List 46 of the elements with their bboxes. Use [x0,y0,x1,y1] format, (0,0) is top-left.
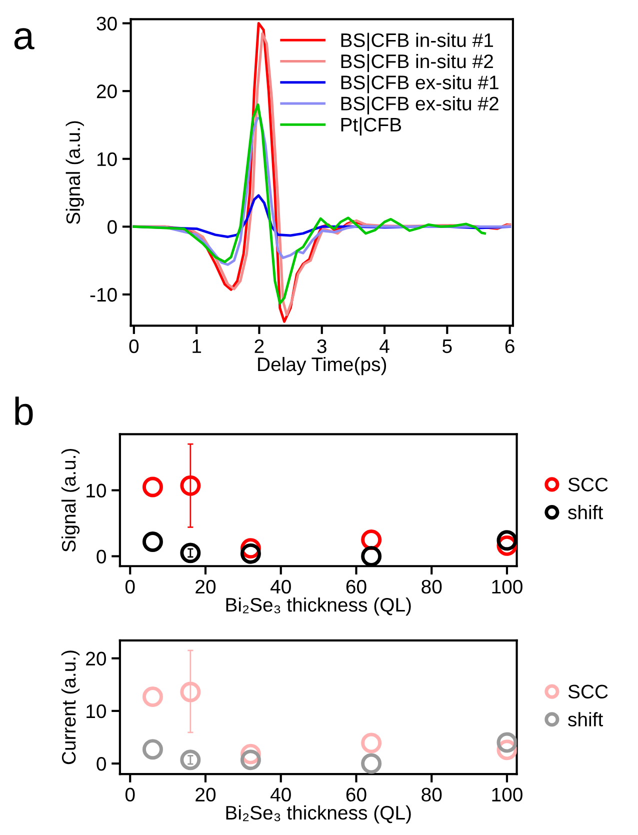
y-tick-label: 0 [96,550,106,564]
text: b [15,396,33,426]
legend-label: shift [568,505,604,520]
y-tick-label: 10 [86,704,106,718]
x-tick-label: 40 [270,580,291,594]
x-tick-label: 100 [492,580,522,594]
x-tick-label: 5 [442,340,452,354]
y-axis-title: Current (a.u.) [61,650,80,764]
text: a [14,28,34,50]
x-tick-label: 0 [129,339,139,354]
x-tick-label: 40 [270,788,291,802]
legend-label: SCC [568,684,608,699]
y-tick-label: 0 [96,756,106,771]
x-tick-label: 4 [380,340,390,353]
y-tick-label: 20 [86,652,106,666]
x-tick-label: 60 [346,788,366,802]
x-tick-label: 60 [346,580,366,594]
y-tick-label: 10 [86,484,106,498]
x-axis-title: Bi₂Se₃ thickness (QL) [226,805,411,824]
x-tick-label: 80 [422,788,442,802]
legend-label: SCC [568,478,608,492]
legend-label: BS|CFB ex-situ #1 [341,75,498,94]
x-tick-label: 6 [505,339,514,354]
legend-label: BS|CFB in-situ #2 [341,54,493,72]
y-tick-label: -10 [90,288,117,302]
x-tick-label: 3 [317,339,326,354]
x-tick-label: 0 [125,788,135,802]
x-tick-label: 20 [196,580,216,594]
y-tick-label: 20 [96,84,117,98]
y-tick-label: 30 [96,16,117,31]
x-axis-title: Delay Time(ps) [258,356,386,376]
x-tick-label: 20 [196,788,216,802]
x-tick-label: 0 [125,580,135,594]
legend-label: Pt|CFB [341,117,402,136]
legend-label: BS|CFB ex-situ #2 [341,96,498,114]
x-tick-label: 80 [422,580,442,594]
x-tick-label: 100 [492,788,522,802]
y-axis-title: Signal (a.u.) [61,448,80,552]
x-tick-label: 2 [254,339,264,353]
y-tick-label: 0 [108,220,117,234]
y-tick-label: 10 [97,152,117,166]
x-axis-title: Bi₂Se₃ thickness (QL) [226,597,411,616]
legend-label: BS|CFB in-situ #1 [341,32,493,52]
x-tick-label: 1 [192,340,202,353]
y-axis-title: Signal (a.u.) [66,121,84,224]
legend-label: shift [568,712,604,726]
